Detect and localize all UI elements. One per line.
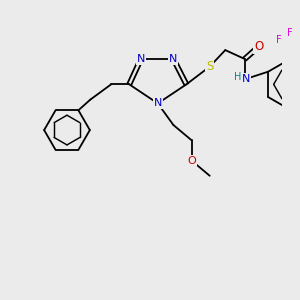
Text: F: F [276, 35, 282, 45]
Text: N: N [242, 74, 250, 84]
Text: N: N [169, 54, 178, 64]
Text: S: S [206, 60, 213, 73]
Text: H: H [235, 72, 242, 82]
Text: N: N [137, 54, 145, 64]
Text: F: F [287, 28, 293, 38]
Text: F: F [298, 35, 300, 45]
Text: O: O [254, 40, 264, 53]
Text: O: O [187, 155, 196, 166]
Text: N: N [154, 98, 162, 108]
